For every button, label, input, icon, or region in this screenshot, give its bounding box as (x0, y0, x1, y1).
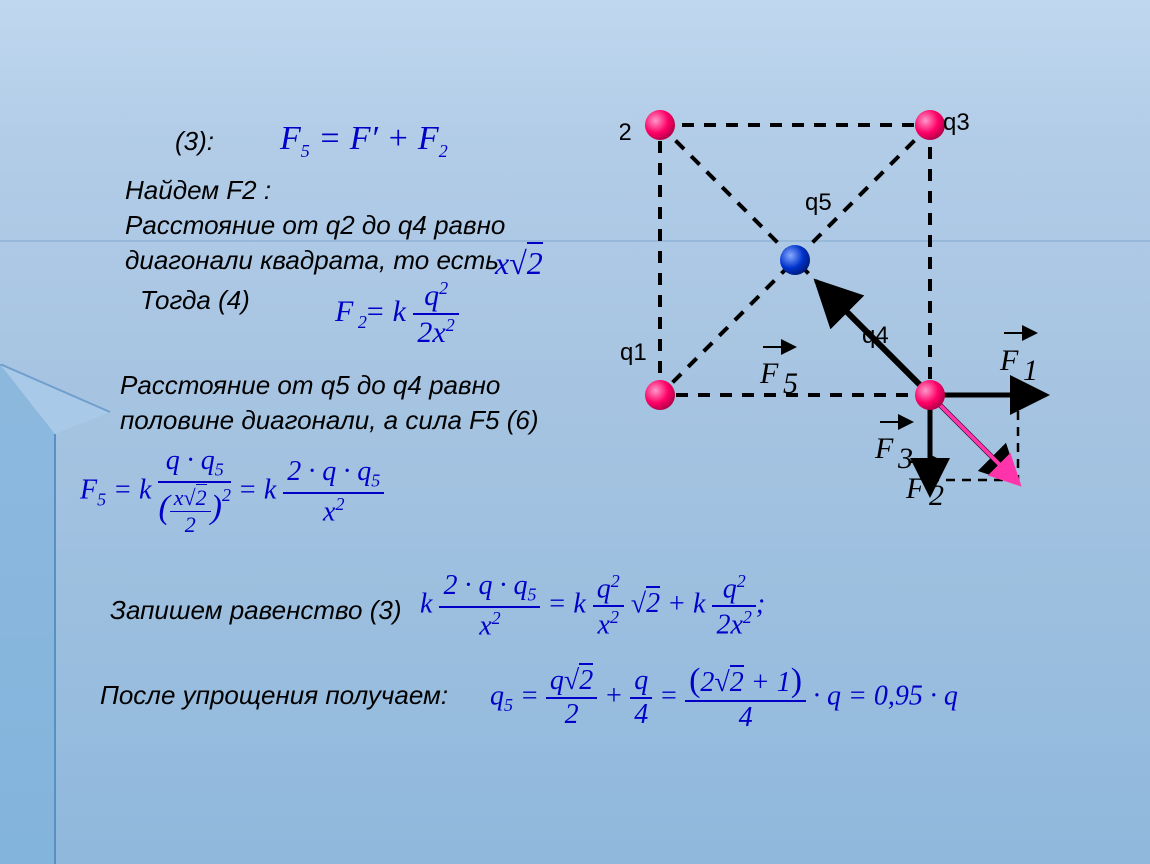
label-q4: q4 (862, 322, 889, 349)
text-find-f2: Найдем F2 : (125, 175, 271, 206)
fold-corner-decoration (0, 364, 120, 864)
label-q3: q3 (943, 110, 970, 136)
text-after-simplify: После упрощения получаем: (100, 680, 448, 711)
svg-text:1: 1 (1023, 354, 1038, 387)
equation-equality: k 2 · q · q5x2 = k q2x2 √2 + k q22x2; (420, 570, 765, 642)
text-write-equality: Запишем равенство (3) (110, 595, 402, 626)
equation-f5-expand: F5 = k q · q5 (x√22)2 = k 2 · q · q5 x2 (80, 445, 384, 540)
text-distance-q2q4-b: диагонали квадрата, то есть (125, 245, 499, 276)
label-q2: q2 (620, 119, 632, 146)
svg-text:5: 5 (783, 367, 798, 400)
charge-q3 (915, 110, 945, 140)
svg-text:3: 3 (897, 442, 913, 475)
svg-text:F: F (905, 472, 925, 505)
svg-text:F: F (999, 344, 1019, 377)
charge-q4 (915, 380, 945, 410)
slide-root: (3): F5 = F′ + F2 Найдем F2 : Расстояние… (0, 0, 1150, 864)
text-distance-q5q4-a: Расстояние от q5 до q4 равно (120, 370, 500, 401)
svg-text:F: F (874, 432, 894, 465)
math-xsqrt2: x√2 (495, 245, 543, 282)
text-distance-q2q4-a: Расстояние от q2 до q4 равно (125, 210, 505, 241)
svg-text:F: F (759, 357, 779, 390)
text-distance-q5q4-b: половине диагонали, а сила F5 (6) (120, 405, 539, 436)
charge-q1 (645, 380, 675, 410)
charge-q2 (645, 110, 675, 140)
svg-text:2: 2 (929, 479, 944, 510)
label-q5: q5 (805, 189, 832, 216)
label-f5: F 5 (759, 347, 798, 400)
equation-f5-sum: F5 = F′ + F2 (280, 120, 448, 162)
label-f1: F 1 (999, 333, 1038, 387)
force-diagram: q2 q3 q1 q4 q5 F 5 F 1 F 3 F 2 (620, 110, 1080, 510)
label-f3: F 3 (874, 422, 913, 475)
equation-label-3: (3): (175, 126, 214, 157)
equation-f2: F 2= k q2 2x2 (335, 278, 459, 350)
label-q1: q1 (620, 339, 647, 366)
charge-q5 (780, 245, 810, 275)
equation-q5-final: q5 = q√22 + q4 = (2√2 + 1)4 · q = 0,95 ·… (490, 662, 958, 734)
text-then-4: Тогда (4) (140, 285, 250, 316)
vector-f2 (933, 398, 1016, 481)
